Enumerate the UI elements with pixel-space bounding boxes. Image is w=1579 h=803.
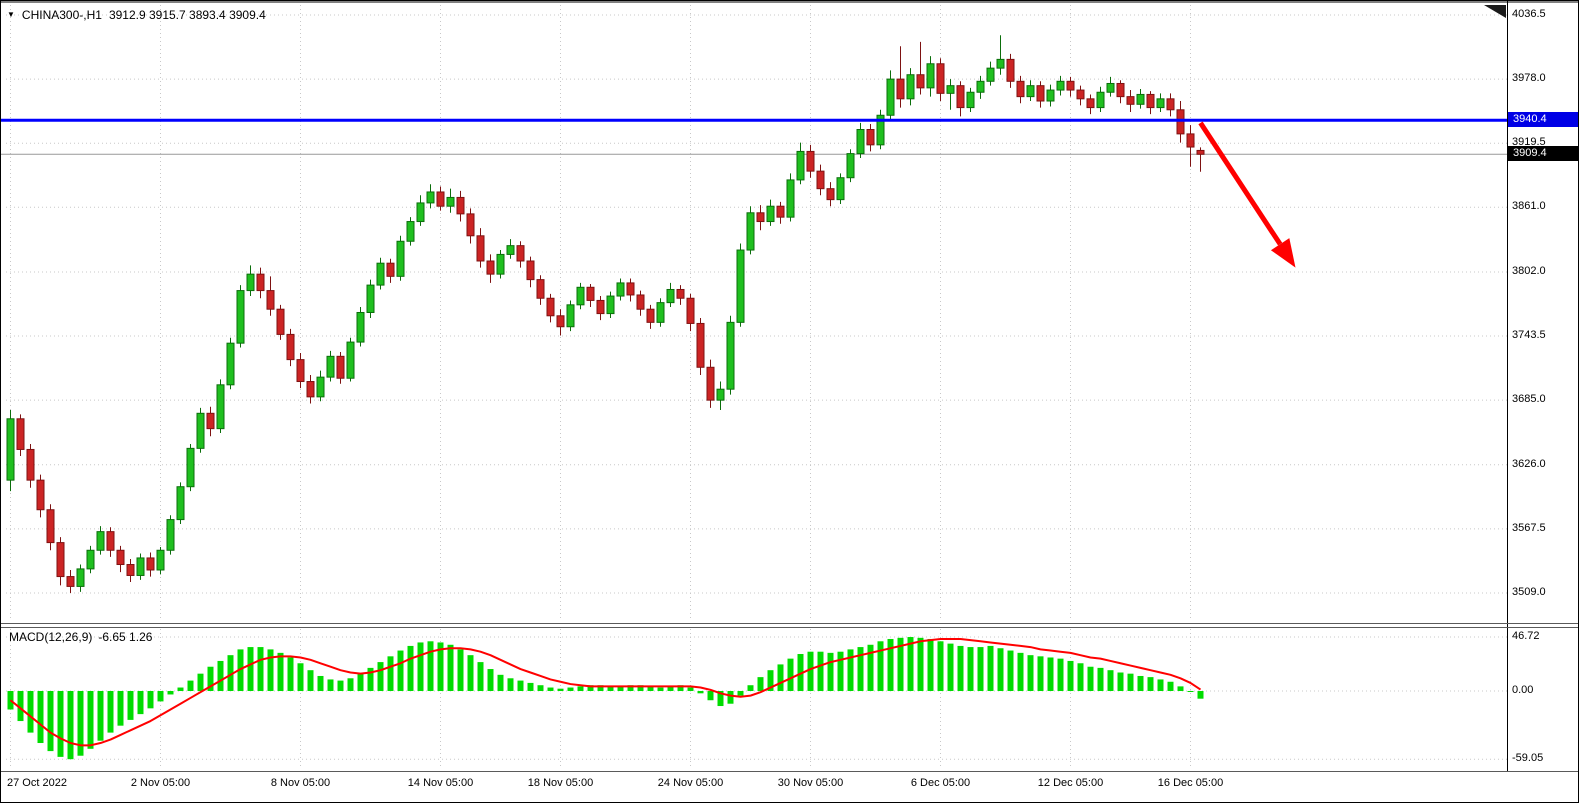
horizontal-line-price-tag[interactable]: 3940.4 — [1508, 112, 1578, 128]
price-axis-label: 3509.0 — [1512, 586, 1546, 598]
time-axis-label: 12 Dec 05:00 — [1037, 777, 1104, 789]
price-axis-label: 3861.0 — [1512, 200, 1546, 213]
macd-values-label: -6.65 1.26 — [98, 630, 153, 644]
price-axis-label: 3919.5 — [1512, 136, 1546, 149]
price-axis-label: 4036.5 — [1512, 8, 1546, 20]
time-axis-label: 2 Nov 05:00 — [130, 777, 191, 789]
macd-axis-label: 0.00 — [1512, 684, 1534, 696]
symbol-timeframe-label: CHINA300-,H1 — [21, 8, 102, 22]
price-axis-label: 3685.0 — [1512, 393, 1546, 406]
time-axis-label: 14 Nov 05:00 — [407, 777, 474, 789]
price-axis-label: 3743.5 — [1512, 329, 1546, 342]
price-axis-label: 3802.0 — [1512, 264, 1546, 277]
current-price-tag: 3909.4 — [1508, 146, 1578, 162]
macd-axis-label: -59.05 — [1512, 752, 1544, 765]
time-axis-label: 16 Dec 05:00 — [1157, 777, 1224, 789]
time-axis-label: 6 Dec 05:00 — [910, 777, 971, 789]
time-axis-label: 27 Oct 2022 — [7, 777, 67, 789]
time-axis-label: 8 Nov 05:00 — [270, 777, 331, 789]
ohlc-values-label: 3912.9 3915.7 3893.4 3909.4 — [108, 8, 266, 22]
symbol-dropdown-triangle-icon[interactable]: ▼ — [7, 10, 15, 19]
time-axis-label: 18 Nov 05:00 — [527, 777, 594, 789]
time-axis-label: 24 Nov 05:00 — [657, 777, 724, 789]
price-axis-label: 3978.0 — [1512, 72, 1546, 85]
macd-axis-label: 46.72 — [1512, 630, 1540, 642]
macd-name-label: MACD(12,26,9) — [9, 630, 93, 644]
price-axis-label: 3626.0 — [1512, 457, 1546, 470]
chart-shift-triangle-icon[interactable] — [1484, 5, 1506, 18]
time-axis-label: 30 Nov 05:00 — [777, 777, 844, 789]
price-axis-label: 3567.5 — [1512, 521, 1546, 534]
macd-indicator-label: MACD(12,26,9) -6.65 1.26 — [9, 630, 152, 644]
chart-title: ▼ CHINA300-,H1 3912.9 3915.7 3893.4 3909… — [7, 8, 266, 22]
